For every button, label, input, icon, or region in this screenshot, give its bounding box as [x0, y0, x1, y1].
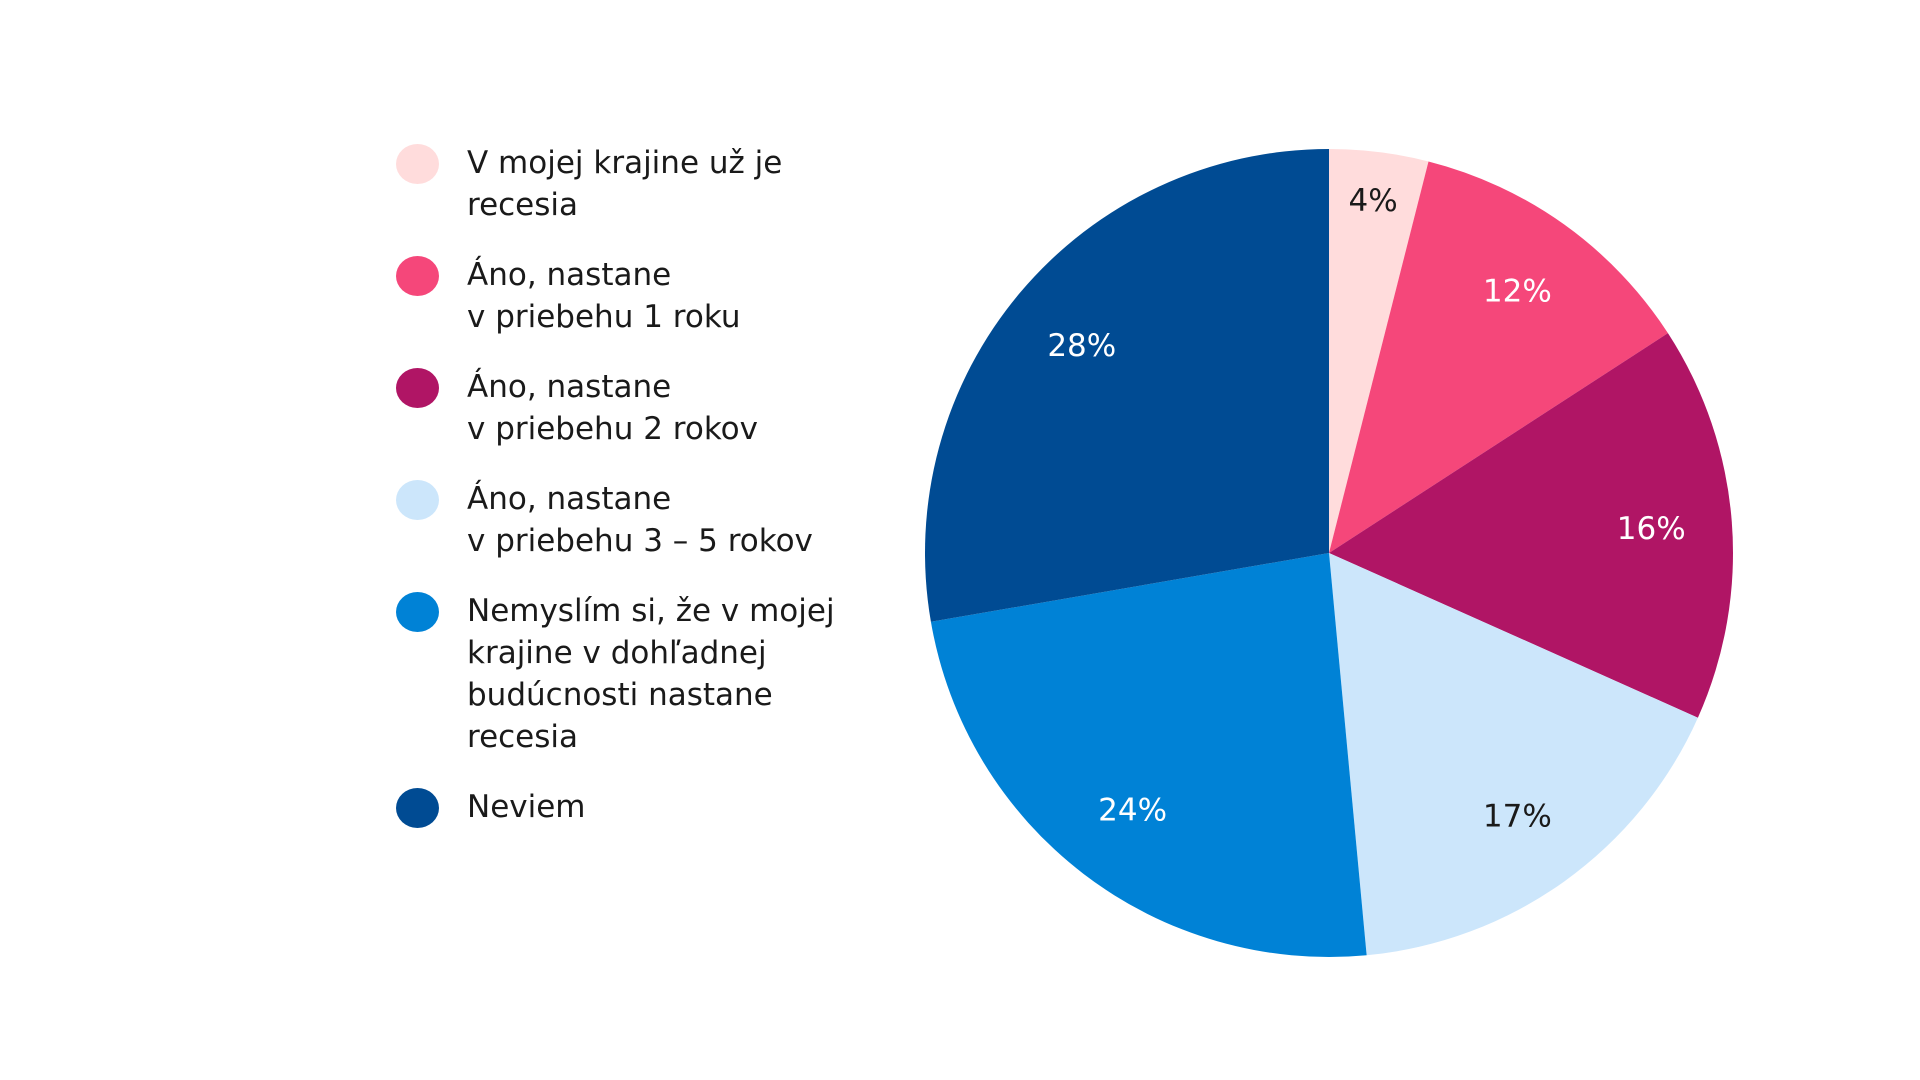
slice-value-label: 28%	[1047, 328, 1116, 364]
legend-label: Áno, nastane v priebehu 1 roku	[467, 257, 741, 335]
legend-swatch	[396, 592, 439, 632]
pie-slice	[1329, 333, 1733, 718]
legend-swatch	[396, 368, 439, 408]
slice-value-label: 16%	[1617, 511, 1686, 547]
slice-value-label: 17%	[1483, 799, 1552, 835]
legend-label: V mojej krajine už je recesia	[467, 145, 783, 223]
legend-label: Nemyslím si, že v mojej krajine v dohľad…	[467, 593, 835, 755]
legend-item: Áno, nastane v priebehu 1 roku	[396, 254, 856, 338]
slice-value-label: 4%	[1349, 183, 1398, 219]
legend-item: V mojej krajine už je recesia	[396, 142, 856, 226]
legend-item: Áno, nastane v priebehu 2 rokov	[396, 366, 856, 450]
pie-slice	[1329, 553, 1698, 956]
pie-slice	[1329, 149, 1429, 553]
pie-slice	[925, 149, 1329, 622]
pie-slice	[1329, 161, 1668, 553]
legend-item: Nemyslím si, že v mojej krajine v dohľad…	[396, 590, 856, 758]
legend-item: Neviem	[396, 786, 856, 828]
slice-value-label: 24%	[1098, 793, 1167, 829]
legend-swatch	[396, 256, 439, 296]
legend-label: Áno, nastane v priebehu 3 – 5 rokov	[467, 481, 813, 559]
legend-swatch	[396, 480, 439, 520]
slice-value-label: 12%	[1483, 273, 1552, 309]
legend-swatch	[396, 144, 439, 184]
legend-item: Áno, nastane v priebehu 3 – 5 rokov	[396, 478, 856, 562]
legend-label: Áno, nastane v priebehu 2 rokov	[467, 369, 758, 447]
legend-swatch	[396, 788, 439, 828]
chart-legend: V mojej krajine už je recesia Áno, nastan…	[396, 142, 856, 856]
legend-label: Neviem	[467, 789, 586, 825]
pie-slice	[930, 553, 1367, 957]
